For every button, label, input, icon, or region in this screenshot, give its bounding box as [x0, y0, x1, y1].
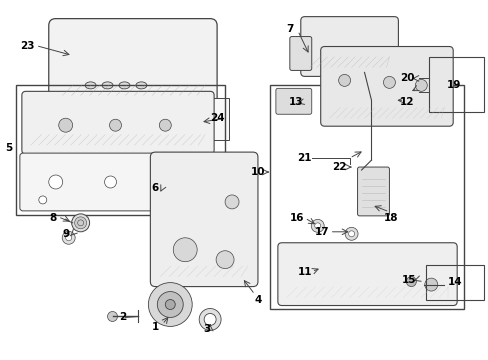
Text: 13: 13 — [288, 97, 303, 107]
Circle shape — [403, 89, 408, 95]
FancyBboxPatch shape — [49, 19, 217, 107]
FancyBboxPatch shape — [300, 17, 398, 76]
Text: 4: 4 — [254, 294, 261, 305]
FancyBboxPatch shape — [20, 153, 213, 211]
Circle shape — [338, 75, 350, 86]
Ellipse shape — [106, 94, 116, 100]
Circle shape — [59, 118, 73, 132]
FancyBboxPatch shape — [277, 243, 456, 306]
FancyBboxPatch shape — [150, 152, 258, 287]
Text: 8: 8 — [49, 213, 56, 223]
Text: 22: 22 — [332, 162, 346, 172]
Text: 16: 16 — [289, 213, 304, 223]
Circle shape — [199, 309, 221, 330]
Bar — [269, 85, 463, 310]
Ellipse shape — [102, 82, 113, 89]
Circle shape — [165, 300, 175, 310]
Ellipse shape — [190, 130, 206, 135]
Circle shape — [424, 278, 437, 291]
Circle shape — [348, 231, 354, 237]
Circle shape — [173, 238, 197, 262]
FancyBboxPatch shape — [143, 98, 228, 140]
Text: 6: 6 — [151, 183, 159, 193]
Text: 11: 11 — [297, 267, 311, 276]
Text: 7: 7 — [285, 24, 293, 33]
Ellipse shape — [136, 82, 146, 89]
Circle shape — [156, 176, 168, 188]
Circle shape — [39, 196, 47, 204]
Circle shape — [216, 251, 234, 269]
Circle shape — [407, 75, 413, 81]
Text: 18: 18 — [384, 213, 398, 223]
Text: 14: 14 — [447, 277, 462, 287]
Circle shape — [107, 311, 117, 321]
Text: 3: 3 — [203, 324, 210, 334]
Bar — [426, 265, 483, 300]
Circle shape — [49, 175, 62, 189]
Ellipse shape — [85, 82, 96, 89]
Circle shape — [65, 235, 72, 241]
Circle shape — [399, 85, 412, 99]
Text: 19: 19 — [446, 80, 461, 90]
Circle shape — [224, 195, 239, 209]
Circle shape — [78, 220, 83, 226]
FancyBboxPatch shape — [357, 167, 388, 216]
Circle shape — [104, 176, 116, 188]
Bar — [428, 58, 483, 112]
Circle shape — [109, 119, 121, 131]
Ellipse shape — [88, 94, 99, 100]
Circle shape — [157, 292, 183, 318]
Circle shape — [314, 223, 320, 229]
Ellipse shape — [191, 114, 204, 123]
Circle shape — [345, 227, 357, 240]
Ellipse shape — [170, 130, 186, 135]
Circle shape — [404, 71, 417, 85]
Ellipse shape — [142, 94, 152, 100]
Circle shape — [75, 217, 86, 229]
FancyBboxPatch shape — [289, 37, 311, 71]
Circle shape — [203, 314, 216, 325]
Ellipse shape — [71, 94, 81, 100]
Text: 1: 1 — [151, 323, 159, 332]
Circle shape — [310, 219, 324, 232]
Ellipse shape — [152, 114, 164, 123]
Text: 9: 9 — [62, 229, 69, 239]
Ellipse shape — [171, 114, 184, 123]
Circle shape — [414, 80, 427, 91]
Ellipse shape — [124, 94, 134, 100]
Circle shape — [383, 76, 395, 88]
Text: 24: 24 — [209, 113, 224, 123]
Text: 10: 10 — [250, 167, 264, 177]
Text: 20: 20 — [399, 73, 414, 84]
Text: 2: 2 — [119, 312, 126, 323]
Ellipse shape — [119, 82, 130, 89]
Text: 23: 23 — [20, 41, 35, 50]
Circle shape — [72, 214, 89, 232]
Text: 5: 5 — [5, 143, 13, 153]
FancyBboxPatch shape — [22, 91, 214, 154]
Ellipse shape — [150, 130, 166, 135]
Text: 17: 17 — [314, 227, 328, 237]
FancyBboxPatch shape — [275, 88, 311, 114]
Circle shape — [62, 231, 75, 244]
Circle shape — [159, 119, 171, 131]
Circle shape — [148, 283, 192, 327]
FancyBboxPatch shape — [320, 46, 452, 126]
Bar — [16, 85, 224, 215]
Circle shape — [406, 276, 415, 287]
Text: 12: 12 — [399, 97, 414, 107]
Circle shape — [171, 196, 179, 204]
Text: 21: 21 — [297, 153, 311, 163]
Text: 15: 15 — [401, 275, 416, 285]
